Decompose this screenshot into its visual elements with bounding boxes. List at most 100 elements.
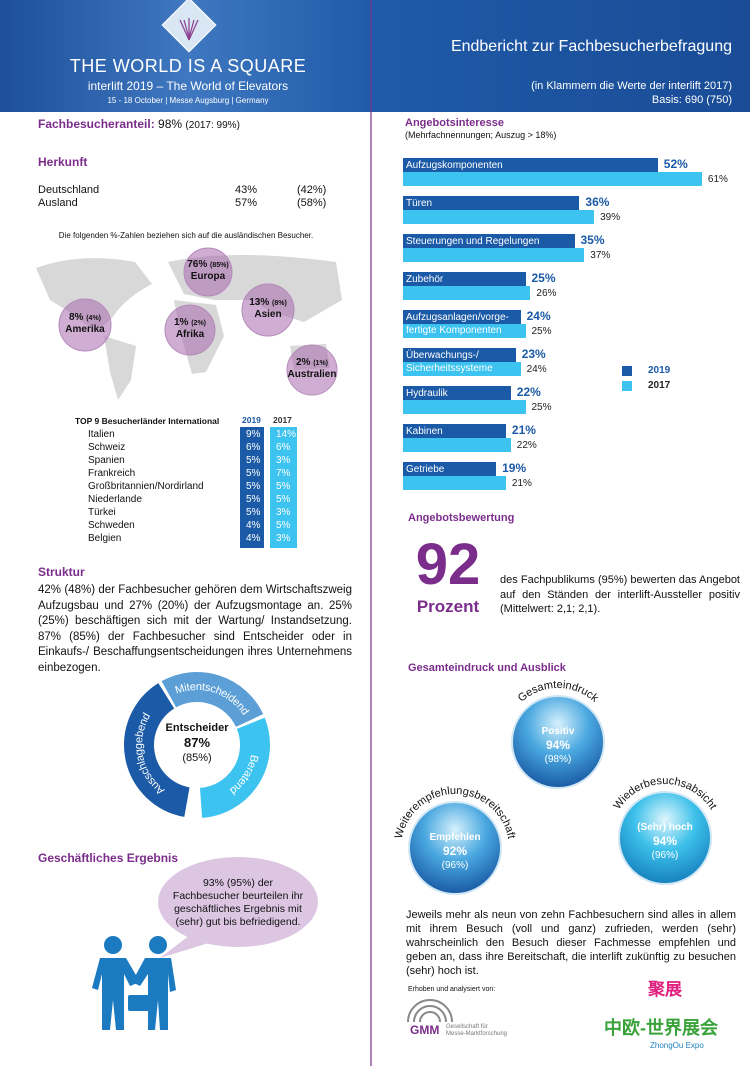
gesamteindruck-text: Jeweils mehr als neun von zehn Fachbesuc… (406, 909, 736, 977)
region-label: 13% (8%) Asien (228, 297, 308, 320)
herkunft-prev: (58%) (297, 197, 327, 209)
top9-value-2019: 5% (246, 455, 261, 466)
bubble (618, 791, 712, 885)
legend-label: 2019 (648, 365, 671, 376)
bubble-label: (Sehr) hoch (637, 822, 693, 833)
bubble (408, 801, 502, 895)
bubble-label: Empfehlen (429, 832, 481, 843)
top9-value-2019: 6% (246, 442, 261, 453)
region-circles (58, 247, 338, 396)
bar-value-label: 23% (521, 347, 546, 361)
region-share: 1% (2%) (150, 317, 230, 329)
footer-logo: GMM (410, 1023, 440, 1037)
top9-country: Niederlande (88, 494, 142, 505)
report-title: Endbericht zur Fachbesucherbefragung (450, 38, 732, 55)
region-name: Amerika (65, 323, 105, 335)
top9-value-2017: 3% (276, 455, 291, 466)
top9-value-2017: 3% (276, 533, 291, 544)
bar-category-label: Türen (406, 198, 433, 209)
bewertung-title: Angebotsbewertung (408, 512, 515, 524)
top9-column-header: 2017 (273, 415, 292, 425)
bar-category-label: Überwachungs-/ Sicherheitssysteme (406, 350, 493, 374)
bubble-prev: (96%) (651, 850, 679, 861)
top9-value-2017: 5% (276, 494, 291, 505)
bar-category-label: Aufzugsanlagen/vorge- fertigte Komponent… (406, 312, 509, 336)
top9-country: Großbritannien/Nordirland (88, 481, 204, 492)
gesamteindruck-title: Gesamteindruck und Ausblick (408, 662, 566, 674)
herkunft-country: Deutschland (38, 184, 100, 196)
bar (403, 172, 702, 186)
bar-value-label: 25% (531, 402, 552, 413)
bubble-prev: (96%) (441, 860, 469, 871)
bar-value-label: 25% (531, 326, 552, 337)
herkunft-value: 57% (235, 197, 258, 209)
region-prev: (4%) (86, 315, 101, 322)
bar (403, 462, 497, 476)
report-note: (in Klammern die Werte der interlift 201… (531, 80, 732, 92)
top9-value-2017: 7% (276, 468, 291, 479)
bar (403, 196, 580, 210)
bar-value-label: 35% (580, 233, 605, 247)
angebotsinteresse-title: Angebotsinteresse (405, 117, 505, 129)
bar (403, 386, 511, 400)
bar (403, 234, 575, 248)
bar (403, 158, 658, 172)
top9-value-2019: 4% (246, 520, 261, 531)
bar (403, 438, 511, 452)
donut-center-prev: (85%) (182, 752, 212, 764)
bar-category-label: Zubehör (406, 274, 444, 285)
legend-label: 2017 (648, 380, 671, 391)
legend-swatch (622, 366, 632, 376)
region-name: Asien (254, 308, 282, 320)
donut-center-value: 87% (183, 735, 211, 750)
region-prev: (1%) (313, 360, 328, 367)
bewertung-value: 92 (415, 532, 481, 597)
bar-category-label: Aufzugskomponenten (406, 160, 503, 171)
legend-swatch (622, 381, 632, 391)
top9-country: Spanien (88, 455, 125, 466)
bar (403, 476, 506, 490)
bar (403, 424, 506, 438)
bar-category-label: Hydraulik (406, 388, 448, 399)
report-basis: Basis: 690 (750) (651, 94, 732, 106)
bar-value-label: 24% (526, 309, 551, 323)
region-circle (286, 344, 338, 396)
handshake-icon (92, 936, 176, 1030)
region-prev: (85%) (210, 262, 229, 269)
top9-title: TOP 9 Besucherländer International (75, 416, 220, 426)
region-value: 1% (173, 317, 189, 328)
header-band (0, 0, 750, 112)
bar (403, 272, 526, 286)
logo-title: THE WORLD IS A SQUARE (69, 56, 307, 76)
herkunft-title: Herkunft (38, 155, 88, 169)
bar-value-label: 21% (511, 423, 536, 437)
fachbesucheranteil: Fachbesucheranteil: 98% (2017: 99%) (38, 117, 240, 132)
top9-country: Schweden (88, 520, 135, 531)
bar-value-label: 39% (600, 212, 621, 223)
top9-col-2019-bg (240, 427, 264, 548)
top9-value-2017: 6% (276, 442, 291, 453)
herkunft-prev: (42%) (297, 184, 327, 196)
top9-value-2019: 5% (246, 481, 261, 492)
region-share: 2% (1%) (272, 357, 352, 369)
donut-segment (124, 683, 191, 817)
fachbesucheranteil-prev: (2017: 99%) (185, 120, 240, 131)
bar-value-label: 25% (531, 271, 556, 285)
top9-value-2019: 5% (246, 468, 261, 479)
region-prev: (2%) (191, 320, 206, 327)
top9-col-2017-bg (270, 427, 297, 548)
region-label: 8% (4%) Amerika (45, 312, 125, 335)
top9-value-2017: 14% (276, 429, 297, 440)
top9-column-header: 2019 (242, 415, 261, 425)
top9-country: Türkei (88, 507, 116, 518)
top9-value-2017: 5% (276, 520, 291, 531)
region-value: 8% (68, 312, 84, 323)
footer-logo-sub: Gesellschaft für Messe-Marktforschung (446, 1024, 508, 1037)
bar-value-label: 21% (511, 478, 532, 489)
bar (403, 324, 526, 338)
bar (403, 310, 521, 324)
donut-center-label: Entscheider (165, 722, 229, 734)
top9-value-2019: 5% (246, 494, 261, 505)
bar-category-label: Getriebe (406, 464, 445, 475)
